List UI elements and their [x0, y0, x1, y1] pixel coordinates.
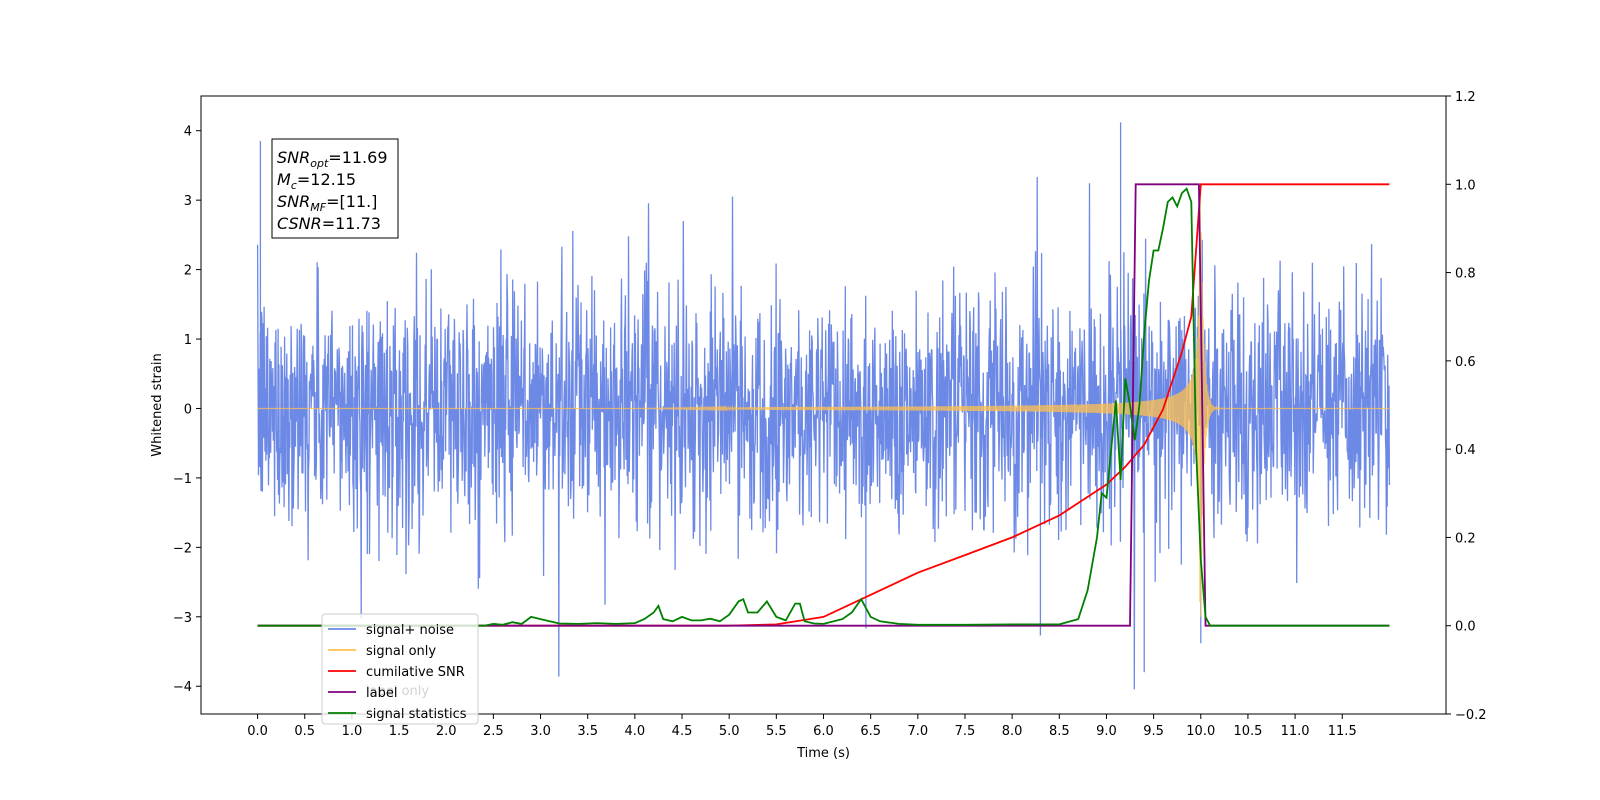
right-y-tick-label: 0.6 [1455, 355, 1476, 370]
right-y-tick-label: 1.2 [1455, 90, 1476, 105]
x-tick-label: 7.5 [955, 724, 976, 739]
x-tick-label: 9.5 [1143, 724, 1164, 739]
annotation-line: SNRMF=[11.] [277, 192, 377, 214]
annotation-subscript: MF [310, 201, 326, 214]
left-y-tick-label: −4 [173, 680, 192, 695]
x-tick-label: 11.0 [1281, 724, 1310, 739]
left-y-tick-label: 2 [184, 264, 192, 279]
right-y-tick-label: 0.2 [1455, 531, 1476, 546]
x-tick-label: 1.5 [389, 724, 410, 739]
x-tick-label: 8.5 [1049, 724, 1070, 739]
legend-label: signal only [366, 644, 436, 659]
legend-box [321, 613, 479, 725]
right-y-tick-label: 0.0 [1455, 620, 1476, 635]
annotation-line: CSNR=11.73 [277, 214, 381, 233]
x-tick-label: 9.0 [1096, 724, 1117, 739]
y-axis-label: Whitened strain [150, 353, 165, 456]
x-axis-label: Time (s) [796, 746, 850, 761]
x-tick-label: 10.0 [1186, 724, 1215, 739]
left-y-tick-label: 3 [184, 194, 192, 209]
x-axis: 0.0 0.5 1.0 1.5 2.0 2.5 3.0 3.5 4.0 4.5 5.0 5.5 6.0 6… [247, 714, 1357, 739]
left-y-tick-label: 4 [184, 125, 192, 140]
annotation-frame [271, 138, 399, 239]
left-y-tick-label: −1 [173, 472, 192, 487]
left-y-axis: 4 3 2 1 0 −1 −2 −3 −4 [173, 125, 201, 695]
annotation-symbol: SNR [277, 192, 310, 211]
annotation-value: =11.69 [328, 148, 387, 167]
annotation-line: SNRopt=11.69 [277, 148, 388, 170]
annotation-box: SNRopt=11.69Mc=12.15SNRMF=[11.]CSNR=11.7… [271, 138, 399, 239]
x-tick-label: 5.0 [719, 724, 740, 739]
legend: label only signal+ noise signal only cumila… [321, 613, 479, 725]
annotation-value: =[11.] [326, 192, 377, 211]
x-tick-label: 5.5 [766, 724, 787, 739]
series-cumilative-snr-line [257, 183, 1390, 627]
legend-label: signal statistics [366, 707, 467, 722]
right-y-tick-label: 0.4 [1455, 443, 1476, 458]
left-y-tick-label: −3 [173, 611, 192, 626]
series-signal-only-line [257, 200, 1390, 617]
legend-hidden-entry-text: label only [366, 684, 429, 699]
x-tick-label: 10.5 [1233, 724, 1262, 739]
x-tick-label: 0.0 [247, 724, 268, 739]
legend-label: cumilative SNR [366, 665, 465, 680]
annotation-subscript: c [291, 179, 297, 192]
annotation-symbol: M [277, 170, 291, 189]
right-y-tick-label: 1.0 [1455, 178, 1476, 193]
x-tick-label: 6.5 [860, 724, 881, 739]
annotation-symbol: CSNR [277, 214, 322, 233]
x-tick-label: 3.5 [577, 724, 598, 739]
x-tick-label: 4.5 [672, 724, 693, 739]
legend-label: signal+ noise [366, 623, 454, 638]
annotation-symbol: SNR [277, 148, 310, 167]
left-y-tick-label: 0 [184, 402, 192, 417]
x-tick-label: 2.5 [483, 724, 504, 739]
annotation-subscript: opt [310, 157, 329, 170]
right-y-tick-label: −0.2 [1455, 708, 1487, 723]
x-tick-label: 8.0 [1002, 724, 1023, 739]
x-tick-label: 3.0 [530, 724, 551, 739]
x-tick-label: 2.0 [436, 724, 457, 739]
left-y-tick-label: 1 [184, 333, 192, 348]
annotation-value: =11.73 [322, 214, 381, 233]
right-y-tick-label: 0.8 [1455, 267, 1476, 282]
left-y-tick-label: −2 [173, 541, 192, 556]
right-y-axis: 1.2 1.0 0.8 0.6 0.4 0.2 0.0 −0.2 [1446, 90, 1487, 723]
x-tick-label: 6.0 [813, 724, 834, 739]
annotation-value: =12.15 [297, 170, 356, 189]
plot-area [256, 122, 1391, 690]
series-signal-statistics-line [257, 187, 1390, 627]
legend-label: label [366, 686, 397, 701]
x-tick-label: 1.0 [342, 724, 363, 739]
x-tick-label: 0.5 [294, 724, 315, 739]
x-tick-label: 11.5 [1328, 724, 1357, 739]
x-tick-label: 7.0 [907, 724, 928, 739]
x-tick-label: 4.0 [625, 724, 646, 739]
annotation-line: Mc=12.15 [277, 170, 356, 192]
